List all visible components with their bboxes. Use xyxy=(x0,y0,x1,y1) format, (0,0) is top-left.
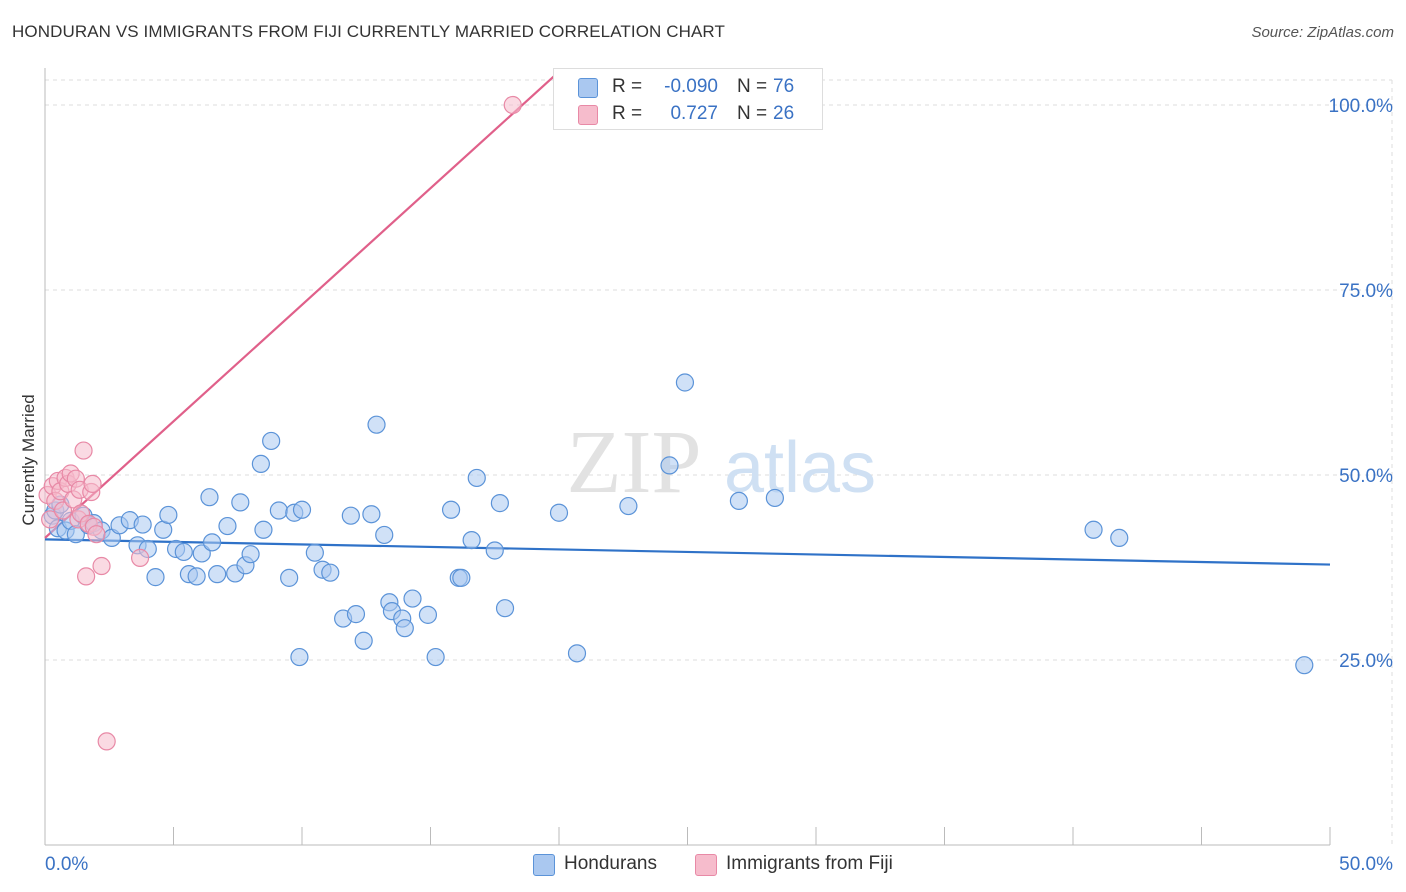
data-point-fiji xyxy=(130,548,150,567)
data-point-hondurans xyxy=(765,488,784,508)
series-label-fiji: Immigrants from Fiji xyxy=(726,853,893,874)
data-point-hondurans xyxy=(292,500,312,519)
series-swatch-hondurans xyxy=(533,854,555,876)
data-point-hondurans xyxy=(485,541,504,560)
x-tick-label-min: 0.0% xyxy=(45,854,88,875)
legend-swatch-hondurans xyxy=(578,78,598,98)
data-point-hondurans xyxy=(375,525,394,545)
data-point-fiji xyxy=(74,441,93,460)
data-point-hondurans xyxy=(202,533,222,552)
data-point-hondurans xyxy=(490,494,509,513)
legend-row-fiji: R = 0.727 N = 26 xyxy=(554,100,822,126)
data-point-hondurans xyxy=(441,500,461,519)
data-point-fiji xyxy=(41,510,60,529)
data-point-fiji xyxy=(53,501,73,520)
data-point-hondurans xyxy=(262,431,281,451)
y-tick-label: 75.0% xyxy=(1339,281,1393,302)
data-point-hondurans xyxy=(133,515,152,534)
data-point-hondurans xyxy=(218,516,237,536)
data-point-hondurans xyxy=(280,568,299,587)
data-point-hondurans xyxy=(549,503,569,522)
data-point-hondurans xyxy=(192,544,211,563)
data-point-fiji xyxy=(77,567,96,586)
legend-n-value: 26 xyxy=(773,103,795,124)
chart-title: HONDURAN VS IMMIGRANTS FROM FIJI CURRENT… xyxy=(12,22,725,41)
data-point-fiji xyxy=(87,525,106,544)
source-label: Source: ZipAtlas.com xyxy=(1251,24,1394,41)
data-point-hondurans xyxy=(452,568,471,587)
legend-r-label: R = xyxy=(612,103,643,124)
data-point-hondurans xyxy=(462,531,481,550)
data-point-hondurans xyxy=(1110,528,1129,548)
data-point-hondurans xyxy=(341,506,360,525)
trend-line-hondurans xyxy=(44,538,1331,566)
data-point-hondurans xyxy=(146,568,165,587)
data-point-fiji xyxy=(92,556,111,576)
correlation-legend: R = -0.090 N = 76 R = 0.727 N = 26 xyxy=(553,68,823,130)
trend-line-fiji xyxy=(44,70,560,539)
data-point-hondurans xyxy=(254,520,273,539)
data-point-hondurans xyxy=(1295,656,1314,675)
points-layer xyxy=(38,95,1314,751)
watermark-atlas: atlas xyxy=(724,428,876,508)
legend-row-hondurans: R = -0.090 N = 76 xyxy=(554,73,822,99)
data-point-hondurans xyxy=(174,542,193,562)
watermark-zip: ZIP xyxy=(567,413,702,512)
legend-r-value: -0.090 xyxy=(664,76,718,97)
data-point-hondurans xyxy=(231,493,250,512)
data-point-hondurans xyxy=(619,496,638,516)
data-point-hondurans xyxy=(395,619,414,638)
data-point-hondurans xyxy=(418,605,438,624)
data-point-hondurans xyxy=(208,565,227,584)
y-tick-label: 100.0% xyxy=(1329,96,1394,117)
data-point-hondurans xyxy=(354,631,373,650)
data-point-hondurans xyxy=(426,647,445,667)
legend-n-label: N = xyxy=(737,103,768,124)
legend-n-label: N = xyxy=(737,76,768,97)
legend-r-value: 0.727 xyxy=(670,103,718,124)
data-point-hondurans xyxy=(269,501,288,520)
data-point-hondurans xyxy=(729,491,749,510)
y-tick-label: 25.0% xyxy=(1339,651,1393,672)
grid-layer xyxy=(45,79,1393,845)
data-point-hondurans xyxy=(321,563,340,582)
data-point-hondurans xyxy=(200,488,219,507)
series-swatch-fiji xyxy=(695,854,717,876)
data-point-hondurans xyxy=(159,505,178,525)
data-point-hondurans xyxy=(567,644,587,663)
data-point-fiji xyxy=(83,474,102,493)
data-point-fiji xyxy=(97,732,116,751)
y-tick-label: 50.0% xyxy=(1339,466,1393,487)
data-point-hondurans xyxy=(241,545,260,564)
data-point-hondurans xyxy=(290,647,309,667)
legend-r-label: R = xyxy=(612,76,643,97)
legend-swatch-fiji xyxy=(578,105,598,125)
watermark: ZIP atlas xyxy=(567,413,877,512)
x-tick-label-max: 50.0% xyxy=(1339,854,1393,875)
data-point-hondurans xyxy=(362,505,381,524)
data-point-hondurans xyxy=(660,456,679,475)
data-point-hondurans xyxy=(495,599,515,618)
data-point-hondurans xyxy=(1084,520,1103,539)
data-point-hondurans xyxy=(467,468,486,488)
series-label-hondurans: Hondurans xyxy=(564,853,657,874)
axis-layer xyxy=(44,68,1331,846)
data-point-hondurans xyxy=(305,543,324,562)
data-point-hondurans xyxy=(367,415,386,434)
tick-label-layer: 25.0% 50.0% 75.0% 100.0% 0.0% 50.0% xyxy=(45,96,1393,875)
data-point-hondurans xyxy=(403,589,422,608)
legend-n-value: 76 xyxy=(773,76,795,97)
data-point-hondurans xyxy=(251,454,270,473)
data-point-fiji xyxy=(503,95,522,115)
data-point-hondurans xyxy=(346,605,366,624)
data-point-hondurans xyxy=(187,567,206,586)
trend-layer xyxy=(44,70,1331,566)
data-point-hondurans xyxy=(675,373,695,392)
